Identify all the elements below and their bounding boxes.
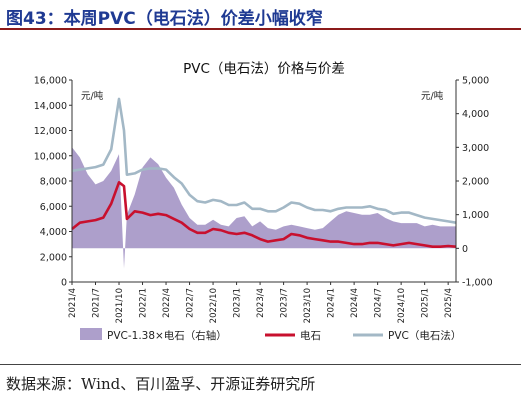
left-unit-label: 元/吨 bbox=[81, 90, 104, 102]
x-tick-label: 2022/10 bbox=[209, 288, 219, 323]
x-tick-label: 2024/1 bbox=[327, 288, 337, 318]
x-tick-label: 2025/4 bbox=[444, 288, 454, 318]
right-tick-label: 4,000 bbox=[462, 109, 489, 120]
plot-area: 0 2,000 4,000 6,000 8,000 10,000 12,000 14,000 1… bbox=[34, 76, 493, 324]
left-tick-label: 0 bbox=[61, 278, 67, 289]
series-calcium-carbide-line bbox=[71, 181, 457, 248]
x-tick-label: 2024/10 bbox=[397, 288, 407, 323]
right-tick-label: 3,000 bbox=[462, 143, 489, 154]
x-tick-label: 2022/7 bbox=[186, 288, 196, 318]
x-tick-label: 2021/4 bbox=[68, 288, 78, 318]
left-tick-label: 16,000 bbox=[34, 76, 67, 87]
x-tick-label: 2023/10 bbox=[303, 288, 313, 323]
series-spread-area bbox=[72, 147, 456, 269]
left-tick-label: 8,000 bbox=[40, 177, 67, 188]
right-unit-label: 元/吨 bbox=[421, 90, 444, 102]
left-tick-label: 6,000 bbox=[40, 202, 67, 213]
title-rule bbox=[0, 28, 521, 30]
x-tick-label: 2022/4 bbox=[162, 288, 172, 318]
x-tick-label: 2022/1 bbox=[139, 288, 149, 318]
left-tick-label: 2,000 bbox=[40, 252, 67, 263]
left-tick-label: 4,000 bbox=[40, 227, 67, 238]
series-pvc-line bbox=[71, 97, 457, 224]
right-tick-label: 0 bbox=[462, 244, 468, 255]
x-tick-label: 2023/4 bbox=[256, 288, 266, 318]
legend: PVC-1.38×电石（右轴） 电石 PVC（电石法） bbox=[80, 328, 461, 342]
right-tick-label: 1,000 bbox=[462, 210, 489, 221]
legend-label-calcium-carbide: 电石 bbox=[300, 329, 321, 342]
left-tick-label: 14,000 bbox=[34, 101, 67, 112]
x-tick-label: 2021/10 bbox=[115, 288, 125, 323]
x-tick-label: 2025/1 bbox=[421, 288, 431, 318]
chart-title: PVC（电石法）价格与价差 bbox=[183, 61, 345, 77]
right-tick-label: 5,000 bbox=[462, 76, 489, 87]
left-tick-label: 12,000 bbox=[34, 126, 67, 137]
x-tick-label: 2023/7 bbox=[280, 288, 290, 318]
x-tick-label: 2023/1 bbox=[233, 288, 243, 318]
right-tick-label: -1,000 bbox=[462, 278, 493, 289]
x-tick-label: 2021/7 bbox=[92, 288, 102, 318]
legend-label-pvc: PVC（电石法） bbox=[388, 329, 461, 342]
source-note: 数据来源：Wind、百川盈孚、开源证券研究所 bbox=[6, 375, 316, 393]
x-tick-label: 2024/4 bbox=[350, 288, 360, 318]
source-rule bbox=[0, 364, 521, 365]
x-tick-label: 2024/7 bbox=[374, 288, 384, 318]
legend-label-spread: PVC-1.38×电石（右轴） bbox=[107, 329, 227, 342]
right-tick-label: 2,000 bbox=[462, 177, 489, 188]
legend-swatch-spread bbox=[80, 328, 102, 340]
left-tick-label: 10,000 bbox=[34, 151, 67, 162]
figure-title: 图43：本周PVC（电石法）价差小幅收窄 bbox=[6, 9, 323, 29]
